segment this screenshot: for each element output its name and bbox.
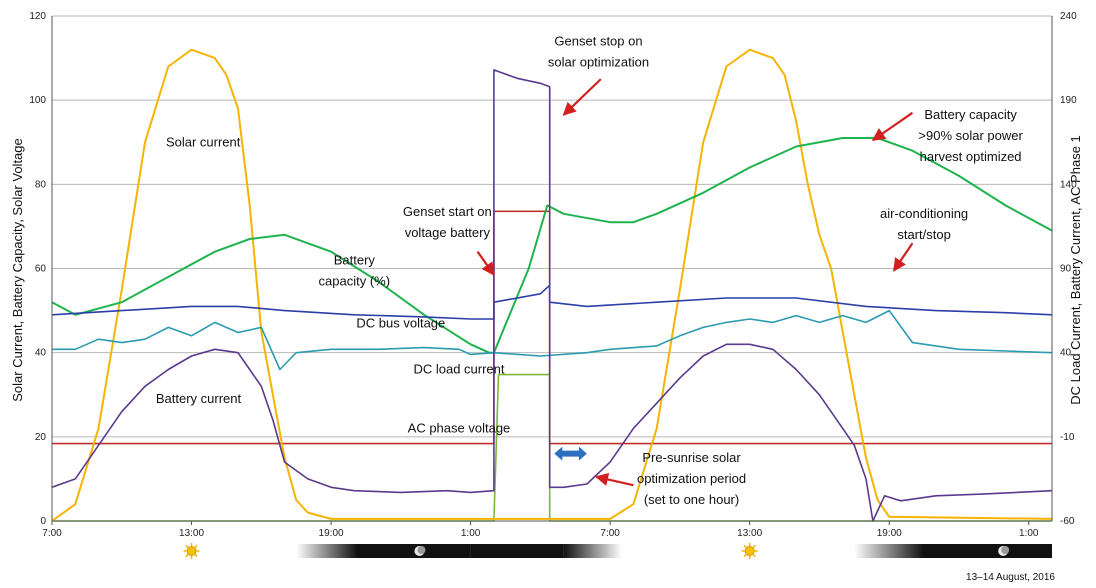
annotation-label: Battery current xyxy=(156,391,242,406)
y-tick-label-left: 20 xyxy=(35,432,47,443)
annotation-label: AC phase voltage xyxy=(408,421,511,436)
sun-ray xyxy=(752,554,756,558)
y-tick-label-left: 120 xyxy=(29,11,46,22)
x-tick-label: 7:00 xyxy=(600,528,620,539)
ticks-x: 7:00 13:00 19:00 1:00 7:00 13:00 19:00 1:00 xyxy=(42,521,1039,539)
sun-ray xyxy=(185,554,189,558)
ticks-right: -60 -10 40 90 140 190 240 xyxy=(1060,11,1077,527)
sun-ray xyxy=(194,544,198,548)
annotation-arrow xyxy=(562,78,602,116)
y-tick-label-left: 40 xyxy=(35,348,47,359)
series-line-dc-bus xyxy=(51,284,1053,320)
night-bar xyxy=(563,544,622,558)
annotation-label: Battery xyxy=(334,252,376,267)
sun-ray xyxy=(743,554,747,558)
night-bar xyxy=(854,544,1052,558)
sun-ray xyxy=(752,544,756,548)
sun-ray xyxy=(743,544,747,548)
footnote: 13–14 August, 2016 xyxy=(966,572,1055,583)
x-tick-label: 1:00 xyxy=(461,528,481,539)
y-axis-label-right: DC Load Current, Battery Current, AC Pha… xyxy=(1068,135,1083,405)
y-tick-label-right: -60 xyxy=(1060,516,1075,527)
annotation-label: Pre-sunrise solar xyxy=(642,450,741,465)
series-line-solar xyxy=(51,48,1053,522)
annotation-arrow xyxy=(594,472,634,487)
y-tick-label-right: 40 xyxy=(1060,348,1072,359)
sun-ray xyxy=(194,554,198,558)
y-tick-label-right: -10 xyxy=(1060,432,1075,443)
annotation-label: voltage battery xyxy=(405,225,491,240)
sun-icon xyxy=(744,546,755,556)
annotation-label: DC bus voltage xyxy=(356,315,445,330)
annotation-label: harvest optimized xyxy=(920,149,1022,164)
annotation-label: Battery capacity xyxy=(924,107,1017,122)
series-line-dc-load xyxy=(52,309,1053,371)
moon-shadow xyxy=(417,546,426,554)
night-bar xyxy=(296,544,471,558)
grid xyxy=(52,15,1052,522)
y-tick-label-right: 190 xyxy=(1060,95,1077,106)
annotation-label: capacity (%) xyxy=(319,273,391,288)
x-tick-label: 13:00 xyxy=(737,528,762,539)
arrows xyxy=(476,78,914,487)
annotation-arrow xyxy=(476,251,495,276)
y-tick-label-right: 90 xyxy=(1060,264,1072,275)
annotation-label: >90% solar power xyxy=(918,128,1023,143)
day-night-bar xyxy=(183,543,1052,559)
x-tick-label: 7:00 xyxy=(42,528,62,539)
ticks-left: 0 20 40 60 80 100 120 xyxy=(29,11,46,527)
y-tick-label-left: 60 xyxy=(35,264,47,275)
annotation-arrow xyxy=(892,242,914,272)
annotation-label: start/stop xyxy=(897,227,950,242)
y-axis-label-left: Solar Current, Battery Capacity, Solar V… xyxy=(10,138,25,402)
annotations: Solar current Battery capacity (%) DC bus v… xyxy=(156,33,1024,507)
x-tick-label: 19:00 xyxy=(319,528,344,539)
annotation-label: solar optimization xyxy=(548,55,649,70)
annotation-label: Genset stop on xyxy=(554,33,642,48)
series-line-ac-phase xyxy=(52,210,1052,445)
x-tick-label: 13:00 xyxy=(179,528,204,539)
annotation-label: air-conditioning xyxy=(880,206,968,221)
annotation-label: optimization period xyxy=(637,471,746,486)
series-line-battery-current xyxy=(51,69,1053,522)
sun-ray xyxy=(185,544,189,548)
y-tick-label-left: 80 xyxy=(35,179,47,190)
series-layer xyxy=(51,48,1053,522)
moon-shadow xyxy=(1001,546,1010,554)
annotation-label: Genset start on xyxy=(403,204,492,219)
period-double-arrow xyxy=(554,446,587,461)
annotation-arrow xyxy=(871,111,914,142)
sun-icon xyxy=(186,546,197,556)
annotation-label: DC load current xyxy=(413,362,504,377)
y-tick-label-left: 100 xyxy=(29,95,46,106)
x-tick-label: 1:00 xyxy=(1019,528,1039,539)
y-tick-label-left: 0 xyxy=(40,516,46,527)
series-line-battery-capacity xyxy=(51,137,1053,354)
night-bar xyxy=(470,544,564,558)
y-tick-label-right: 140 xyxy=(1060,179,1077,190)
y-tick-label-right: 240 xyxy=(1060,11,1077,22)
axes xyxy=(51,16,1053,522)
x-tick-label: 19:00 xyxy=(877,528,902,539)
annotation-label: (set to one hour) xyxy=(644,492,739,507)
annotation-label: Solar current xyxy=(166,134,241,149)
